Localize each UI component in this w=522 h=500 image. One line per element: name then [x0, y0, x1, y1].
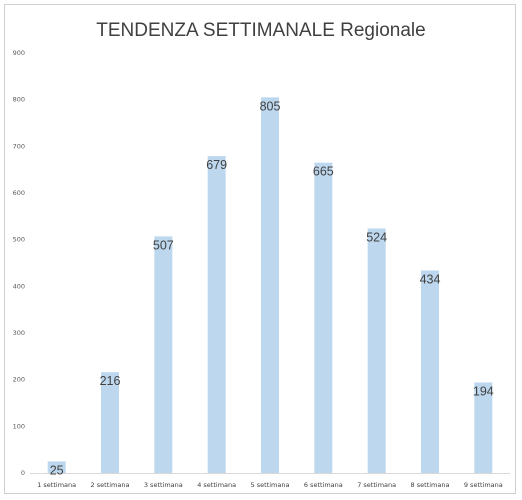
bar: [47, 461, 66, 473]
data-label: 434: [420, 272, 441, 286]
y-axis: 0 100 200 300 400 500 600 700 800 900: [13, 49, 510, 477]
bar: [421, 270, 439, 473]
y-tick-label: 400: [13, 282, 25, 290]
y-tick-label: 500: [13, 236, 25, 244]
data-label: 679: [206, 158, 227, 172]
x-tick-label: 2 settimana: [91, 481, 130, 489]
data-label: 194: [473, 384, 494, 398]
x-tick-label: 4 settimana: [197, 481, 236, 489]
data-labels: 25 216 507 679 805 665 524 434 194: [50, 99, 494, 477]
bar: [101, 372, 119, 473]
chart-title: TENDENZA SETTIMANALE Regionale: [96, 20, 425, 41]
data-label: 25: [50, 463, 64, 477]
y-tick-label: 300: [13, 329, 25, 337]
data-label: 665: [313, 165, 334, 179]
bar: [154, 236, 173, 473]
x-tick-label: 7 settimana: [357, 481, 396, 489]
data-label: 524: [366, 230, 387, 244]
data-label: 216: [100, 374, 121, 388]
bar: [367, 228, 386, 473]
data-label: 805: [260, 99, 281, 113]
y-tick-label: 0: [21, 469, 25, 477]
bar: [474, 382, 493, 473]
y-tick-label: 700: [13, 142, 25, 150]
y-tick-label: 900: [13, 49, 25, 57]
x-tick-label: 8 settimana: [411, 481, 450, 489]
x-tick-label: 5 settimana: [251, 481, 290, 489]
x-axis: 1 settimana 2 settimana 3 settimana 4 setti…: [37, 481, 503, 489]
y-tick-label: 800: [13, 96, 25, 104]
x-tick-label: 6 settimana: [304, 481, 343, 489]
x-tick-label: 9 settimana: [464, 481, 503, 489]
chart-area: TENDENZA SETTIMANALE Regionale 0 100 200 30…: [4, 4, 516, 494]
data-label: 507: [153, 238, 174, 252]
bar: [314, 162, 333, 473]
y-tick-label: 100: [13, 422, 25, 430]
y-tick-label: 200: [13, 376, 25, 384]
x-tick-label: 1 settimana: [37, 481, 76, 489]
bar: [207, 156, 226, 473]
bars: [47, 97, 493, 473]
bar: [261, 97, 279, 473]
x-tick-label: 3 settimana: [144, 481, 183, 489]
y-tick-label: 600: [13, 189, 25, 197]
bar-chart: TENDENZA SETTIMANALE Regionale 0 100 200 30…: [13, 20, 510, 489]
